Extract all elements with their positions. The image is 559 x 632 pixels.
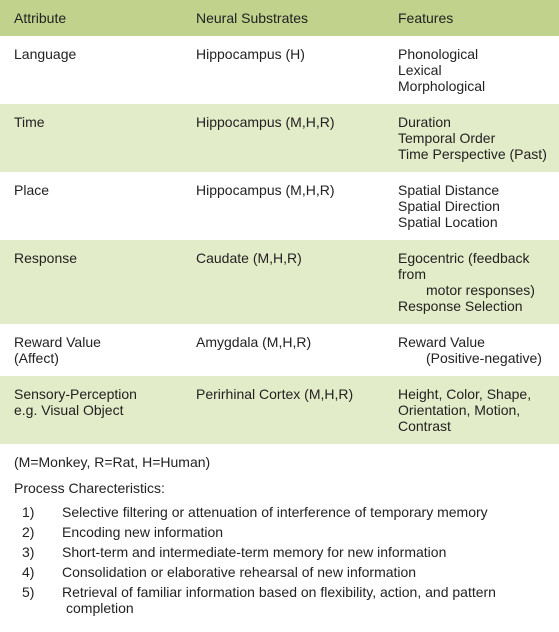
- table-row: Reward Value(Affect)Amygdala (M,H,R)Rewa…: [0, 324, 559, 376]
- feature-line: Height, Color, Shape,: [398, 386, 551, 402]
- feature-line: Morphological: [398, 78, 551, 94]
- attribute-line: Time: [14, 114, 174, 130]
- table-body: LanguageHippocampus (H)PhonologicalLexic…: [0, 36, 559, 444]
- cell-features: Height, Color, Shape,Orientation, Motion…: [384, 376, 559, 444]
- process-item-number: 2): [44, 524, 62, 540]
- process-item-number: 1): [44, 504, 62, 520]
- cell-substrates: Hippocampus (M,H,R): [182, 104, 384, 172]
- attribute-line: Sensory-Perception: [14, 386, 174, 402]
- feature-line: Orientation, Motion, Contrast: [398, 402, 551, 434]
- process-item: 2)Encoding new information: [44, 522, 545, 542]
- attribute-line: Response: [14, 250, 174, 266]
- cell-attribute: Language: [0, 36, 182, 104]
- cell-substrates: Caudate (M,H,R): [182, 240, 384, 324]
- feature-line: Reward Value: [398, 334, 551, 350]
- table-row: TimeHippocampus (M,H,R)DurationTemporal …: [0, 104, 559, 172]
- table-row: Sensory-Perceptione.g. Visual ObjectPeri…: [0, 376, 559, 444]
- cell-substrates: Hippocampus (H): [182, 36, 384, 104]
- legend-text: (M=Monkey, R=Rat, H=Human): [0, 444, 559, 474]
- feature-line: Time Perspective (Past): [398, 146, 551, 162]
- feature-line: Lexical: [398, 62, 551, 78]
- cell-attribute: Place: [0, 172, 182, 240]
- feature-line: Duration: [398, 114, 551, 130]
- header-attribute: Attribute: [0, 0, 182, 36]
- cell-features: Spatial DistanceSpatial DirectionSpatial…: [384, 172, 559, 240]
- feature-line: Temporal Order: [398, 130, 551, 146]
- cell-attribute: Sensory-Perceptione.g. Visual Object: [0, 376, 182, 444]
- cell-attribute: Reward Value(Affect): [0, 324, 182, 376]
- process-list: 1)Selective filtering or attenuation of …: [0, 502, 559, 632]
- table-row: ResponseCaudate (M,H,R)Egocentric (feedb…: [0, 240, 559, 324]
- feature-line: Spatial Distance: [398, 182, 551, 198]
- feature-line: Phonological: [398, 46, 551, 62]
- process-item-number: 4): [44, 564, 62, 580]
- cell-substrates: Amygdala (M,H,R): [182, 324, 384, 376]
- table-row: PlaceHippocampus (M,H,R)Spatial Distance…: [0, 172, 559, 240]
- cell-features: PhonologicalLexicalMorphological: [384, 36, 559, 104]
- process-item: 3)Short-term and intermediate-term memor…: [44, 542, 545, 562]
- feature-line: motor responses): [398, 282, 551, 298]
- process-item-text: Encoding new information: [62, 524, 223, 540]
- attribute-line: Place: [14, 182, 174, 198]
- process-item-text: Short-term and intermediate-term memory …: [62, 544, 446, 560]
- cell-attribute: Response: [0, 240, 182, 324]
- cell-attribute: Time: [0, 104, 182, 172]
- process-item-text: Consolidation or elaborative rehearsal o…: [62, 564, 416, 580]
- feature-line: Spatial Location: [398, 214, 551, 230]
- feature-line: Spatial Direction: [398, 198, 551, 214]
- table-row: LanguageHippocampus (H)PhonologicalLexic…: [0, 36, 559, 104]
- cell-features: Reward Value(Positive-negative): [384, 324, 559, 376]
- cell-substrates: Hippocampus (M,H,R): [182, 172, 384, 240]
- feature-line: (Positive-negative): [398, 350, 551, 366]
- cell-features: Egocentric (feedback frommotor responses…: [384, 240, 559, 324]
- attribute-line: (Affect): [14, 350, 174, 366]
- attributes-table: Attribute Neural Substrates Features Lan…: [0, 0, 559, 444]
- table-header-row: Attribute Neural Substrates Features: [0, 0, 559, 36]
- process-item: 4)Consolidation or elaborative rehearsal…: [44, 562, 545, 582]
- cell-substrates: Perirhinal Cortex (M,H,R): [182, 376, 384, 444]
- cell-features: DurationTemporal OrderTime Perspective (…: [384, 104, 559, 172]
- process-item-text: Selective filtering or attenuation of in…: [62, 504, 488, 520]
- attribute-line: e.g. Visual Object: [14, 402, 174, 418]
- process-item-text: Retrieval of familiar information based …: [62, 584, 496, 616]
- attribute-line: Reward Value: [14, 334, 174, 350]
- header-substrates: Neural Substrates: [182, 0, 384, 36]
- process-item-number: 5): [44, 584, 62, 600]
- header-features: Features: [384, 0, 559, 36]
- attribute-line: Language: [14, 46, 174, 62]
- process-title: Process Charecteristics:: [0, 474, 559, 502]
- process-item: 1)Selective filtering or attenuation of …: [44, 502, 545, 522]
- process-item: 5)Retrieval of familiar information base…: [44, 582, 545, 618]
- process-item-number: 3): [44, 544, 62, 560]
- feature-line: Response Selection: [398, 298, 551, 314]
- feature-line: Egocentric (feedback from: [398, 250, 551, 282]
